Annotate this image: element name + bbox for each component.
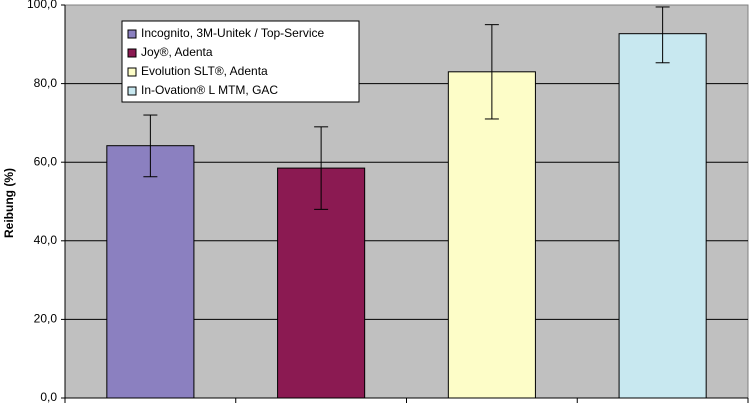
error-bar [143, 114, 158, 178]
legend-swatch [127, 48, 137, 58]
legend-label: Incognito, 3M-Unitek / Top-Service [141, 26, 325, 40]
y-axis-label: Reibung (%) [2, 168, 16, 238]
bar [447, 71, 536, 399]
y-tick-label: 100,0 [27, 0, 57, 11]
legend-swatch [127, 29, 137, 39]
error-bar [314, 126, 329, 210]
y-tick-label: 60,0 [34, 154, 58, 168]
error-bar [484, 24, 499, 120]
legend-label: In-Ovation® L MTM, GAC [141, 83, 278, 97]
bar [106, 145, 195, 399]
legend-swatch [127, 67, 137, 77]
legend-box [121, 20, 360, 103]
legend-label: Evolution SLT®, Adenta [141, 64, 268, 78]
y-tick-label: 40,0 [34, 233, 58, 247]
bar [618, 33, 707, 399]
y-tick-label: 20,0 [34, 312, 58, 326]
legend: Incognito, 3M-Unitek / Top-Service Joy®, … [121, 20, 360, 103]
y-axis-ticks: 0,0 20,0 40,0 60,0 80,0 100,0 [27, 0, 749, 404]
y-tick-label: 80,0 [34, 76, 58, 90]
y-tick-label: 0,0 [40, 390, 57, 404]
error-bar [655, 6, 670, 64]
legend-swatch [127, 86, 137, 96]
legend-label: Joy®, Adenta [141, 45, 213, 59]
error-bars [143, 6, 670, 210]
